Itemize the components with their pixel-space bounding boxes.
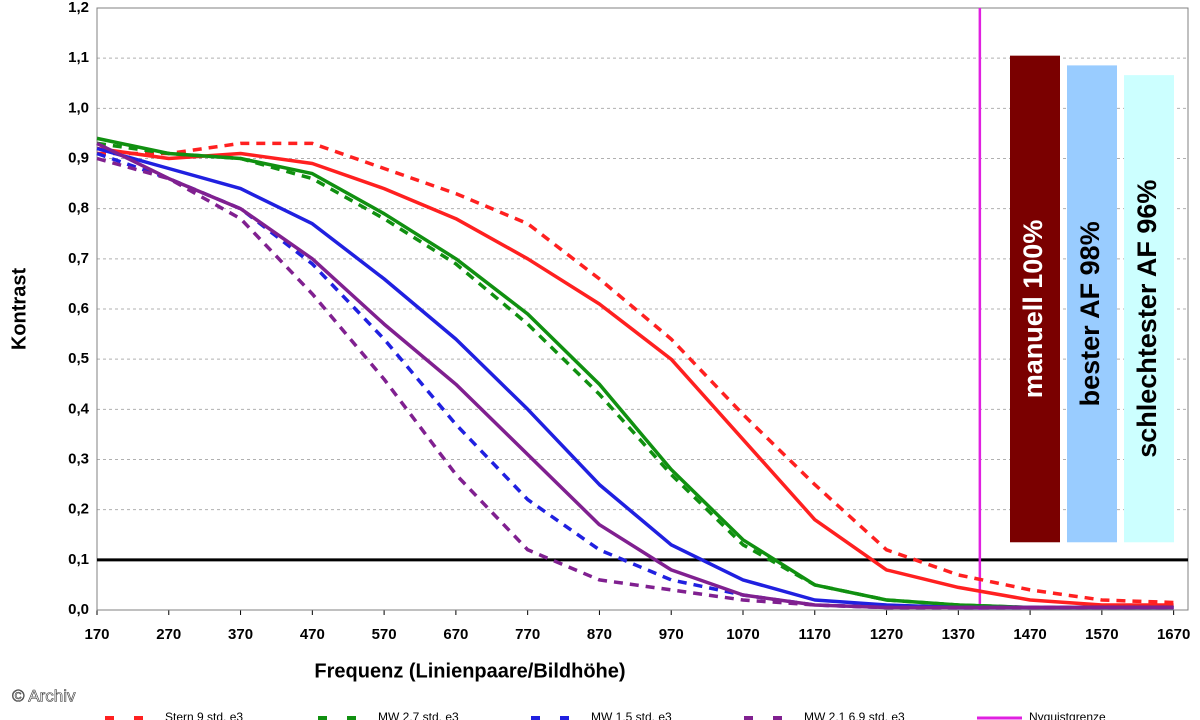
annotation-bar-label: manuell 100% bbox=[1018, 220, 1048, 399]
y-tick-label: 1,0 bbox=[68, 99, 89, 116]
series-line bbox=[96, 146, 1174, 607]
legend-label: MW 2,7 std. e3 bbox=[378, 710, 459, 720]
legend-label: Nyquistgrenze bbox=[1029, 710, 1106, 720]
y-tick-label: 0,4 bbox=[68, 400, 90, 417]
legend-label: Stern 9 std. e3 bbox=[165, 710, 243, 720]
credit: © Archiv bbox=[12, 686, 76, 705]
x-tick-label: 1270 bbox=[870, 626, 903, 643]
annotation-bar bbox=[1010, 55, 1060, 543]
annotation-bar-label: bester AF 98% bbox=[1075, 221, 1105, 406]
y-tick-label: 0,3 bbox=[68, 450, 89, 467]
x-tick-label: 670 bbox=[443, 626, 468, 643]
x-tick-label: 1370 bbox=[942, 626, 975, 643]
x-tick-label: 1570 bbox=[1085, 626, 1118, 643]
x-tick-label: 370 bbox=[228, 626, 253, 643]
annotation-bar bbox=[1067, 65, 1117, 543]
x-axis-label: Frequenz (Linienpaare/Bildhöhe) bbox=[314, 660, 625, 682]
x-tick-label: 270 bbox=[156, 626, 181, 643]
y-tick-label: 0,2 bbox=[68, 501, 89, 518]
x-tick-label: 1470 bbox=[1013, 626, 1046, 643]
x-tick-label: 1670 bbox=[1157, 626, 1190, 643]
y-tick-label: 0,1 bbox=[68, 551, 89, 568]
series-line bbox=[96, 151, 1174, 610]
y-tick-label: 0,6 bbox=[68, 300, 89, 317]
x-tick-label: 1170 bbox=[798, 626, 831, 643]
x-tick-label: 970 bbox=[659, 626, 684, 643]
y-tick-label: 1,1 bbox=[68, 49, 89, 66]
y-tick-label: 1,2 bbox=[68, 0, 89, 16]
series-line bbox=[96, 141, 1174, 610]
x-tick-label: 1070 bbox=[726, 626, 759, 643]
annotation-bar-label: schlechtester AF 96% bbox=[1132, 180, 1162, 458]
plot-frame bbox=[96, 7, 1189, 611]
x-tick-label: 770 bbox=[515, 626, 540, 643]
x-tick-label: 470 bbox=[300, 626, 325, 643]
annotation-bar bbox=[1124, 75, 1174, 543]
series-line bbox=[96, 156, 1174, 610]
legend-label: MW 2,1 6,9 std. e3 bbox=[804, 710, 905, 720]
y-tick-label: 0,8 bbox=[68, 200, 89, 217]
x-tick-label: 870 bbox=[587, 626, 612, 643]
y-axis-label: Kontrast bbox=[8, 268, 30, 351]
legend-label: MW 1,5 std. e3 bbox=[591, 710, 672, 720]
y-tick-label: 0,7 bbox=[68, 250, 89, 267]
x-tick-label: 570 bbox=[372, 626, 397, 643]
series-line bbox=[96, 141, 1174, 610]
y-tick-label: 0,5 bbox=[68, 350, 89, 367]
y-tick-label: 0,9 bbox=[68, 149, 89, 166]
y-tick-label: 0,0 bbox=[68, 601, 89, 618]
series-line bbox=[97, 141, 1174, 605]
x-tick-label: 170 bbox=[84, 626, 109, 643]
